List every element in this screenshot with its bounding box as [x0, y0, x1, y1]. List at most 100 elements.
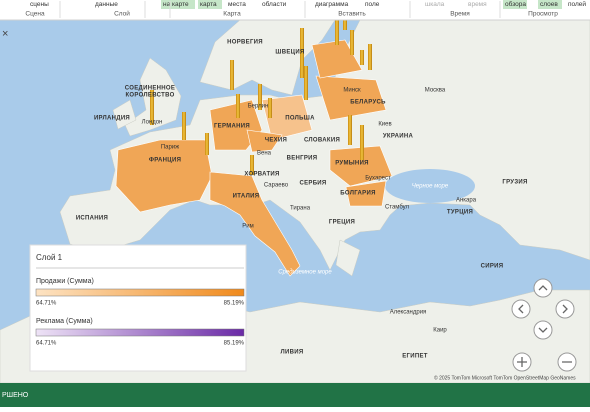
black-sea — [385, 169, 475, 203]
map-label: ИРЛАНДИЯ — [94, 116, 130, 122]
map-label: СИРИЯ — [481, 264, 504, 270]
ribbon-button: карта — [200, 1, 217, 8]
status-text: РШЕНО — [2, 392, 29, 399]
map-label: ИТАЛИЯ — [233, 194, 260, 200]
map-label: ЧЕХИЯ — [265, 138, 287, 144]
land — [112, 99, 137, 130]
map-label: Рим — [242, 224, 253, 230]
map-label: БЕЛАРУСЬ — [350, 100, 386, 106]
column — [150, 90, 154, 125]
map-label: Лондон — [142, 120, 163, 126]
column — [350, 30, 354, 55]
map-label: Вена — [257, 151, 272, 157]
column — [268, 98, 272, 118]
column — [348, 115, 352, 145]
ribbon-button: сцены — [30, 1, 49, 8]
ribbon-highlight — [198, 0, 222, 9]
legend: Слой 1 Продажи (Сумма) 64.71% 85.19% Рек… — [29, 244, 247, 372]
column — [250, 155, 254, 175]
map-label: ГРУЗИЯ — [502, 180, 527, 186]
map-label: ГЕРМАНИЯ — [214, 124, 250, 130]
map-label: ИСПАНИЯ — [76, 216, 108, 222]
land — [335, 239, 361, 277]
map-label: ШВЕЦИЯ — [275, 50, 304, 56]
countries — [115, 39, 393, 277]
map-label: Каир — [433, 328, 447, 334]
ribbon-button: шкала — [425, 1, 445, 8]
column — [205, 133, 209, 155]
map-label: ПОЛЬША — [285, 116, 315, 122]
map-label: Александрия — [390, 310, 427, 316]
ribbon-button: диаграмма — [315, 1, 349, 8]
map-label: КОРОЛЕВСТВО — [125, 93, 174, 99]
map-label: НОРВЕГИЯ — [227, 40, 263, 46]
ribbon-group: Просмотр — [528, 11, 558, 18]
pan-down[interactable] — [533, 320, 553, 340]
map-label: Тирана — [290, 206, 311, 212]
legend-entry: Реклама (Сумма) — [36, 318, 93, 325]
gradient-bar — [35, 288, 245, 297]
map-label: СОЕДИНЕННОЕ — [125, 86, 175, 92]
map-label: ТУРЦИЯ — [447, 210, 473, 216]
map-label: ЛИВИЯ — [281, 350, 304, 356]
ribbon-group: Сцена — [25, 11, 45, 18]
column — [236, 94, 240, 118]
legend-max: 85.19% — [224, 301, 245, 307]
map-label: СЕРБИЯ — [299, 181, 326, 187]
map-label: Минск — [343, 88, 361, 94]
ribbon-button: обзора — [505, 0, 526, 8]
ribbon-button: слоев — [540, 1, 558, 8]
legend-min: 64.71% — [36, 341, 57, 347]
map-label: УКРАИНА — [383, 134, 414, 140]
legend-max: 85.19% — [224, 341, 245, 347]
ribbon-group: Время — [450, 11, 470, 18]
map-label: ХОРВАТИЯ — [244, 172, 279, 178]
ribbon-button: данные — [95, 1, 118, 8]
ribbon-button: полей — [568, 0, 586, 8]
ribbon-button: на карте — [163, 1, 189, 8]
map-label: ВЕНГРИЯ — [287, 156, 318, 162]
column — [368, 44, 372, 70]
map-label: БОЛГАРИЯ — [340, 191, 375, 197]
nav-controls — [511, 278, 577, 372]
status-bar — [0, 383, 590, 407]
column — [300, 28, 304, 78]
legend-min: 64.71% — [36, 301, 57, 307]
column — [360, 50, 364, 65]
column — [304, 66, 308, 100]
map-label: ЕГИПЕТ — [402, 354, 428, 360]
ribbon-highlight — [503, 0, 527, 9]
map-label: Средиземное море — [278, 270, 332, 276]
map-label: Париж — [161, 145, 179, 151]
ribbon-highlight — [538, 0, 562, 9]
map-label: Берлин — [248, 104, 269, 110]
map-label: ГРЕЦИЯ — [329, 220, 355, 226]
map-label: Москва — [425, 88, 446, 94]
column — [335, 5, 339, 45]
map-label: Сараево — [264, 183, 289, 189]
map-label: РУМЫНИЯ — [335, 161, 369, 167]
pan-up[interactable] — [533, 278, 553, 298]
legend-entry: Продажи (Сумма) — [36, 278, 94, 285]
ribbon-button: поле — [365, 1, 380, 8]
map-label: СЛОВАКИЯ — [304, 138, 340, 144]
ribbon-button: места — [228, 1, 246, 8]
column — [230, 60, 234, 90]
ribbon-group: Вставить — [338, 11, 366, 18]
ribbon-highlight — [161, 0, 195, 9]
map-label: Анкара — [456, 198, 477, 204]
ribbon: сцены данные на карте карта места области диаг… — [0, 0, 590, 21]
pan-right[interactable] — [555, 299, 575, 319]
ribbon-button: время — [468, 1, 487, 8]
ribbon-group: Карта — [223, 11, 241, 18]
map-label: ФРАНЦИЯ — [149, 158, 181, 164]
pan-left[interactable] — [511, 299, 531, 319]
map-label: Бухарест — [365, 176, 391, 182]
map-label: Черное море — [412, 184, 449, 190]
map-label: Киев — [378, 122, 391, 128]
column — [258, 84, 262, 110]
close-button[interactable]: × — [2, 28, 8, 40]
map-label: Стамбул — [385, 205, 410, 211]
